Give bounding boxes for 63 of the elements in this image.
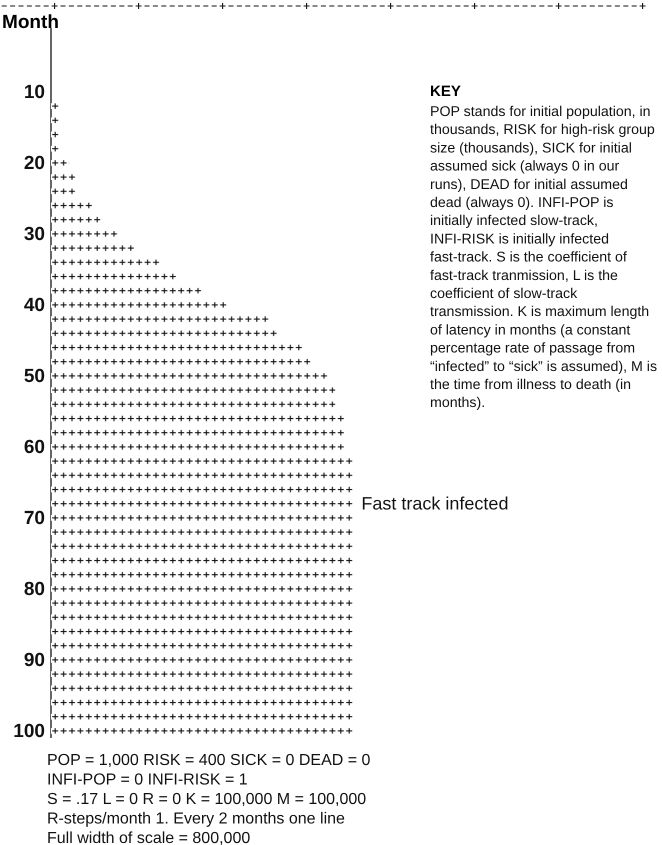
bar xyxy=(51,671,354,678)
bar xyxy=(51,117,60,124)
bar xyxy=(51,444,344,450)
text: POP = 1,000 RISK = 400 SICK = 0 DEAD = 0 xyxy=(47,752,371,769)
y-tick-label: 30 xyxy=(24,224,45,245)
bar xyxy=(51,614,354,620)
y-tick-label: 60 xyxy=(24,436,45,458)
bar xyxy=(51,146,60,152)
bar xyxy=(51,387,336,394)
y-tick-label: 50 xyxy=(24,366,45,387)
bar xyxy=(51,656,354,663)
bar xyxy=(51,188,76,194)
bar xyxy=(51,372,330,379)
text: KEY xyxy=(430,83,461,100)
text: S = .17 L = 0 R = 0 K = 100,000 M = 100,000 xyxy=(47,791,366,808)
bar xyxy=(51,259,160,266)
y-tick-label: 10 xyxy=(24,82,45,103)
bar xyxy=(51,458,354,464)
bar xyxy=(51,358,312,365)
y-tick-label: 20 xyxy=(24,152,45,174)
y-tick-label: 40 xyxy=(24,294,45,316)
bar xyxy=(51,558,354,564)
bar xyxy=(51,344,302,350)
bar xyxy=(51,316,269,322)
text: INFI-POP = 0 INFI-RISK = 1 xyxy=(47,772,248,788)
bar xyxy=(51,202,94,208)
text: R-steps/month 1. Every 2 months one line xyxy=(47,810,346,828)
bar xyxy=(51,330,278,336)
bar xyxy=(51,216,102,223)
bar xyxy=(51,514,354,521)
bar xyxy=(51,302,226,308)
bar xyxy=(51,472,354,478)
y-axis-title: Month xyxy=(2,12,59,33)
series-label: Fast track infected xyxy=(361,494,508,514)
y-tick-label: 100 xyxy=(13,720,45,742)
bar xyxy=(51,628,354,634)
text: Full width of scale = 800,000 xyxy=(47,830,250,845)
bar xyxy=(51,586,354,592)
bar xyxy=(51,685,354,692)
bar xyxy=(51,500,354,507)
bar xyxy=(51,714,354,720)
y-tick-label: 80 xyxy=(24,578,45,600)
bar xyxy=(51,160,70,166)
bar xyxy=(51,132,60,138)
bar xyxy=(51,174,76,180)
bar xyxy=(51,543,354,550)
bar xyxy=(51,230,118,237)
bar xyxy=(51,103,60,110)
bar xyxy=(51,728,354,734)
bar xyxy=(51,288,202,294)
bar xyxy=(51,430,344,436)
text: POP stands for initial population, in thousands, RISK for high-risk group size (thousands), SICK for initial assumed sick (always 0 in our runs), DEAD for initial assumed dead (always 0). INFI-POP is initially infected slow-track, INFI-RISK is initially infected fast-track. S is the coefficient of fast-track tranmission, L is the coefficient of slow-track transmission. K is maximum length of latency in months (a constant percentage rate of passage from “infected” to “sick” is assumed), M is the time from illness to death (in months). xyxy=(430,104,658,412)
bar xyxy=(51,600,354,606)
bar xyxy=(51,416,344,422)
bar xyxy=(51,700,354,706)
bar xyxy=(51,401,336,408)
y-tick-label: 90 xyxy=(24,650,45,671)
bar xyxy=(51,572,354,578)
y-tick-label: 70 xyxy=(24,508,45,529)
bar xyxy=(51,486,354,492)
bar xyxy=(51,245,136,252)
bar xyxy=(51,529,354,536)
bar xyxy=(51,642,354,649)
